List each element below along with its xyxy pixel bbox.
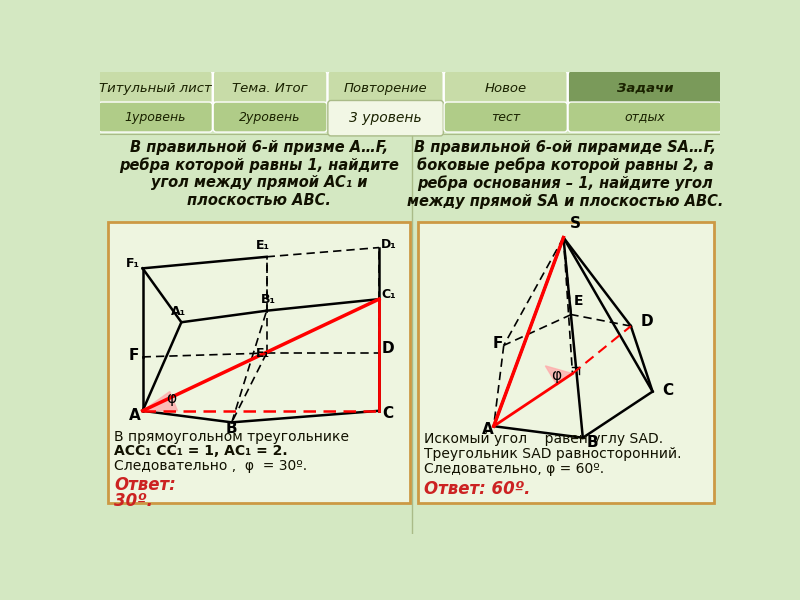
Text: F: F [128,348,138,363]
Polygon shape [546,366,573,385]
Text: тест: тест [491,110,520,124]
FancyBboxPatch shape [213,102,327,132]
Text: Треугольник SAD равносторонний.: Треугольник SAD равносторонний. [424,447,682,461]
FancyBboxPatch shape [328,70,443,104]
Text: C: C [382,407,394,421]
Text: Следовательно ,  φ  = 30º.: Следовательно , φ = 30º. [114,458,307,473]
Text: A: A [482,422,494,437]
Text: F: F [492,335,502,350]
Text: Новое: Новое [485,82,526,95]
Text: В правильной 6-й призме A…F,
ребра которой равны 1, найдите
угол между прямой AC: В правильной 6-й призме A…F, ребра котор… [119,140,399,208]
Text: B: B [586,435,598,450]
Text: S: S [570,217,581,232]
Text: 2уровень: 2уровень [239,110,301,124]
Text: 30º.: 30º. [114,491,153,509]
Text: 1уровень: 1уровень [125,110,186,124]
Text: D: D [640,314,653,329]
Polygon shape [142,392,178,411]
FancyBboxPatch shape [568,70,722,104]
Text: A: A [129,408,141,423]
Text: D: D [382,341,394,356]
Text: D₁: D₁ [381,238,396,251]
FancyBboxPatch shape [108,222,410,503]
Text: отдых: отдых [625,110,666,124]
Text: В правильной 6-ой пирамиде SA…F,
боковые ребра которой равны 2, а
ребра основани: В правильной 6-ой пирамиде SA…F, боковые… [407,140,723,209]
Text: Задачи: Задачи [617,82,673,95]
FancyBboxPatch shape [418,222,714,503]
Text: E: E [574,295,583,308]
FancyBboxPatch shape [568,102,722,132]
Text: φ: φ [166,391,176,406]
Text: B₁: B₁ [261,293,276,306]
FancyBboxPatch shape [98,70,212,104]
Text: E₁: E₁ [256,239,270,252]
Text: ACC₁ CC₁ = 1, AC₁ = 2.: ACC₁ CC₁ = 1, AC₁ = 2. [114,444,287,458]
Text: Ответ: 60º.: Ответ: 60º. [424,480,530,498]
Text: Следовательно, φ = 60º.: Следовательно, φ = 60º. [424,461,604,476]
FancyBboxPatch shape [328,100,443,136]
Text: Искомый угол    равен углу SAD.: Искомый угол равен углу SAD. [424,433,663,446]
FancyBboxPatch shape [444,102,567,132]
Text: A₁: A₁ [170,305,186,317]
Text: C: C [662,383,673,398]
Text: F₁: F₁ [126,257,140,270]
Text: Тема. Итог: Тема. Итог [232,82,308,95]
FancyBboxPatch shape [213,70,327,104]
Text: 3 уровень: 3 уровень [350,111,422,125]
FancyBboxPatch shape [444,70,567,104]
Text: φ: φ [550,368,561,383]
Text: Повторение: Повторение [344,82,427,95]
Text: B: B [226,421,238,436]
Text: E₁: E₁ [256,347,270,360]
Text: Титульный лист: Титульный лист [99,82,212,95]
FancyBboxPatch shape [98,102,212,132]
Text: C₁: C₁ [381,287,396,301]
Text: В прямоугольном треугольнике: В прямоугольном треугольнике [114,430,349,444]
Text: Ответ:: Ответ: [114,476,176,494]
